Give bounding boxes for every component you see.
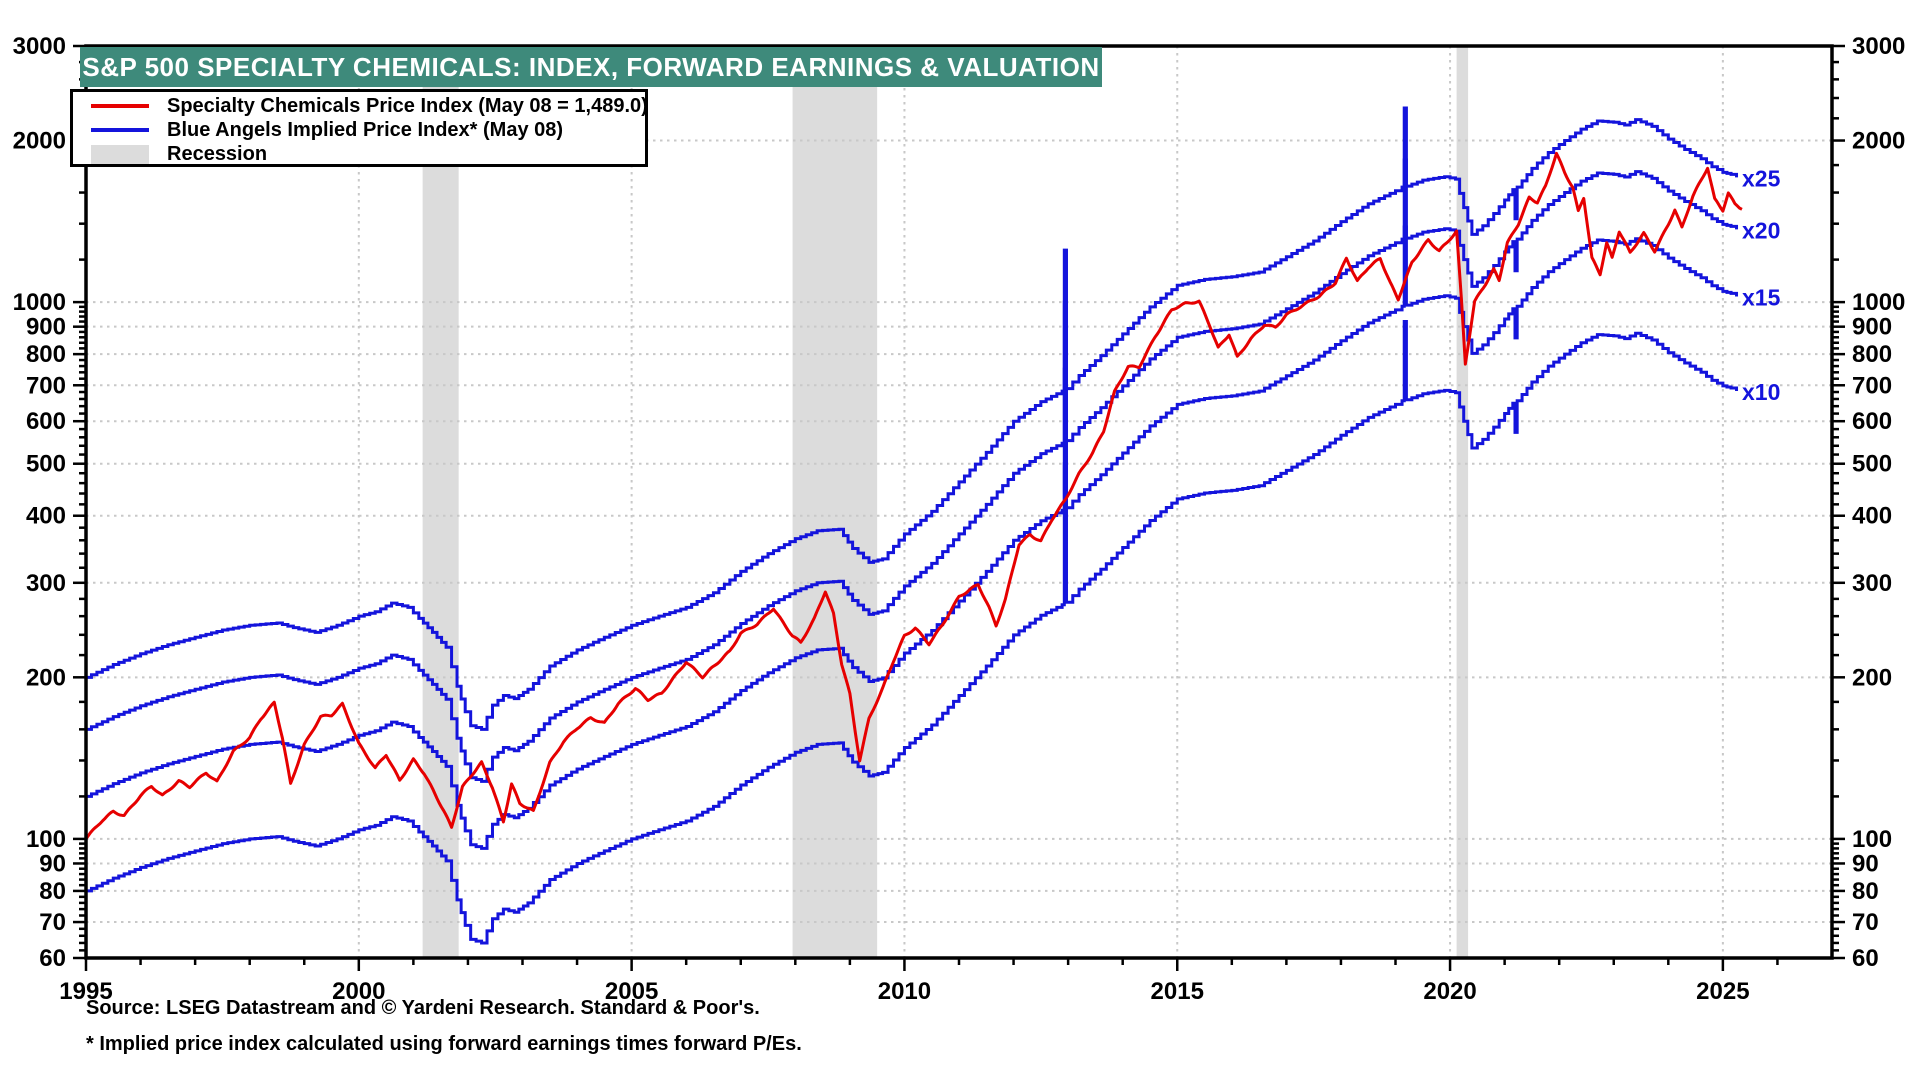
chart-title: S&P 500 SPECIALTY CHEMICALS: INDEX, FORW…	[82, 51, 1100, 82]
multiple-label-x20: x20	[1742, 217, 1780, 243]
svg-text:60: 60	[1852, 945, 1879, 972]
svg-text:1000: 1000	[13, 289, 66, 316]
x-axis-labels: 1995 2000 2005 2010 2015 2020 2025	[59, 978, 1749, 1005]
svg-text:300: 300	[1852, 570, 1892, 597]
svg-text:700: 700	[1852, 372, 1892, 399]
svg-text:900: 900	[26, 314, 66, 341]
svg-text:80: 80	[1852, 878, 1879, 905]
red-line-swatch-icon	[73, 104, 167, 108]
legend-item-blue-angels: Blue Angels Implied Price Index* (May 08…	[73, 118, 645, 142]
multiple-labels: x25 x20 x15 x10	[1742, 165, 1781, 405]
price-index-line	[86, 151, 1743, 840]
svg-text:3000: 3000	[13, 33, 66, 60]
multiple-label-x25: x25	[1742, 165, 1781, 191]
title-banner: S&P 500 SPECIALTY CHEMICALS: INDEX, FORW…	[80, 47, 1102, 87]
recession-bands	[422, 46, 1469, 958]
svg-text:300: 300	[26, 570, 66, 597]
footnote-text: * Implied price index calculated using f…	[86, 1033, 802, 1055]
x-axis-ticks	[84, 958, 1779, 971]
svg-text:2000: 2000	[332, 978, 385, 1005]
svg-text:200: 200	[26, 664, 66, 691]
blue-angels-lines	[86, 106, 1739, 945]
svg-text:500: 500	[26, 451, 66, 478]
svg-text:600: 600	[1852, 408, 1892, 435]
svg-text:2015: 2015	[1151, 978, 1204, 1005]
svg-text:1000: 1000	[1852, 289, 1905, 316]
svg-text:800: 800	[1852, 341, 1892, 368]
legend-item-price-index: Specialty Chemicals Price Index (May 08 …	[73, 94, 648, 118]
legend-label-price-index: Specialty Chemicals Price Index (May 08 …	[167, 95, 648, 117]
svg-text:400: 400	[1852, 503, 1892, 530]
svg-text:90: 90	[39, 850, 66, 877]
multiple-label-x15: x15	[1742, 284, 1781, 310]
svg-text:60: 60	[39, 945, 66, 972]
svg-text:2025: 2025	[1696, 978, 1749, 1005]
svg-text:500: 500	[1852, 451, 1892, 478]
svg-text:200: 200	[1852, 664, 1892, 691]
y-axis-ticks	[73, 44, 1845, 960]
legend-label-blue-angels: Blue Angels Implied Price Index* (May 08…	[167, 119, 564, 141]
svg-text:70: 70	[39, 909, 66, 936]
svg-text:2010: 2010	[878, 978, 931, 1005]
svg-text:2020: 2020	[1423, 978, 1476, 1005]
blue-line-swatch-icon	[73, 128, 167, 132]
svg-text:70: 70	[1852, 909, 1879, 936]
svg-text:1995: 1995	[59, 978, 112, 1005]
svg-text:100: 100	[26, 826, 66, 853]
svg-text:700: 700	[26, 372, 66, 399]
svg-text:80: 80	[39, 878, 66, 905]
svg-text:2000: 2000	[13, 128, 66, 155]
legend-item-recession: Recession	[73, 142, 645, 166]
source-text: Source: LSEG Datastream and © Yardeni Re…	[86, 997, 760, 1019]
legend-label-recession: Recession	[167, 143, 268, 165]
recession-swatch-icon	[73, 144, 167, 164]
svg-text:3000: 3000	[1852, 33, 1905, 60]
svg-text:900: 900	[1852, 314, 1892, 341]
legend: Specialty Chemicals Price Index (May 08 …	[70, 89, 648, 167]
svg-text:400: 400	[26, 503, 66, 530]
multiple-label-x10: x10	[1742, 379, 1780, 405]
svg-text:800: 800	[26, 341, 66, 368]
svg-text:2005: 2005	[605, 978, 658, 1005]
svg-text:600: 600	[26, 408, 66, 435]
svg-text:2000: 2000	[1852, 128, 1905, 155]
svg-text:100: 100	[1852, 826, 1892, 853]
svg-text:90: 90	[1852, 850, 1879, 877]
